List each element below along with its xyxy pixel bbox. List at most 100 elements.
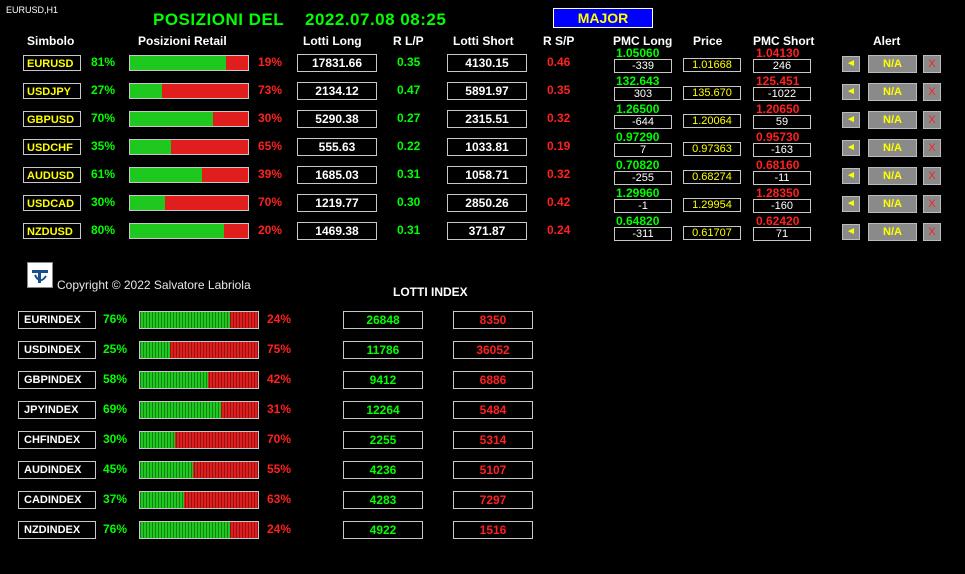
index-symbol-label[interactable]: AUDINDEX [18, 461, 96, 479]
alert-value-button[interactable]: N/A [868, 195, 917, 213]
index-position-bar [139, 401, 259, 419]
pair-row: GBPUSD 70% 30% 5290.38 0.27 2315.51 0.32… [0, 102, 965, 135]
short-bar-fill [221, 402, 258, 418]
symbol-label[interactable]: GBPUSD [23, 111, 81, 127]
alert-value-button[interactable]: N/A [868, 83, 917, 101]
x-icon[interactable]: X [923, 223, 941, 241]
index-symbol-label[interactable]: EURINDEX [18, 311, 96, 329]
x-icon[interactable]: X [923, 195, 941, 213]
short-bar-fill [224, 224, 248, 238]
short-bar-fill [171, 140, 248, 154]
pmc-short-value: 0.95730 [756, 130, 800, 144]
pmc-short-value: 0.62420 [756, 214, 800, 228]
index-lotti-short: 5107 [453, 461, 533, 479]
lotti-short-value: 4130.15 [447, 54, 527, 72]
short-percent: 19% [258, 55, 283, 69]
megaphone-icon[interactable]: ◄ [842, 224, 860, 240]
r-lp-value: 0.31 [397, 223, 421, 237]
index-row: JPYINDEX 69% 31% 12264 5484 [0, 401, 965, 427]
r-sp-value: 0.46 [547, 55, 571, 69]
bar-stripes [140, 372, 258, 388]
bar-stripes [140, 342, 258, 358]
symbol-label[interactable]: USDJPY [23, 83, 81, 99]
retail-position-bar [129, 167, 249, 183]
index-symbol-label[interactable]: CADINDEX [18, 491, 96, 509]
r-lp-value: 0.35 [397, 55, 421, 69]
lotti-index-title: LOTTI INDEX [393, 285, 468, 299]
long-bar-fill [140, 432, 176, 448]
index-symbol-label[interactable]: JPYINDEX [18, 401, 96, 419]
alert-value-button[interactable]: N/A [868, 111, 917, 129]
bar-stripes [140, 462, 258, 478]
megaphone-icon[interactable]: ◄ [842, 56, 860, 72]
pmc-short-pips: -163 [753, 143, 811, 157]
megaphone-icon[interactable]: ◄ [842, 196, 860, 212]
retail-position-bar [129, 195, 249, 211]
price-value: 1.20064 [683, 114, 741, 128]
long-bar-fill [130, 140, 172, 154]
symbol-label[interactable]: USDCHF [23, 139, 81, 155]
pmc-short-value: 125.451 [756, 74, 800, 88]
header-pmc-long: PMC Long [613, 34, 673, 48]
pmc-long-pips: 303 [614, 87, 672, 101]
pmc-long-value: 0.64820 [616, 214, 660, 228]
index-lotti-long: 26848 [343, 311, 423, 329]
header-price: Price [693, 34, 723, 48]
pmc-short-value: 0.68160 [756, 158, 800, 172]
pmc-short-pips: -160 [753, 199, 811, 213]
symbol-label[interactable]: USDCAD [23, 195, 81, 211]
alert-value-button[interactable]: N/A [868, 167, 917, 185]
megaphone-icon[interactable]: ◄ [842, 84, 860, 100]
megaphone-icon[interactable]: ◄ [842, 112, 860, 128]
lotti-short-value: 371.87 [447, 222, 527, 240]
index-symbol-label[interactable]: NZDINDEX [18, 521, 96, 539]
index-short-percent: 24% [267, 522, 292, 536]
index-symbol-label[interactable]: USDINDEX [18, 341, 96, 359]
pair-row: USDCHF 35% 65% 555.63 0.22 1033.81 0.19 … [0, 130, 965, 163]
short-bar-fill [165, 196, 248, 210]
long-percent: 35% [91, 139, 116, 153]
x-icon[interactable]: X [923, 83, 941, 101]
symbol-label[interactable]: NZDUSD [23, 223, 81, 239]
index-long-percent: 58% [103, 372, 128, 386]
index-position-bar [139, 491, 259, 509]
pmc-short-pips: 246 [753, 59, 811, 73]
long-bar-fill [130, 56, 226, 70]
alert-value-button[interactable]: N/A [868, 223, 917, 241]
symbol-label[interactable]: AUDUSD [23, 167, 81, 183]
title-datetime: 2022.07.08 08:25 [305, 10, 447, 29]
r-lp-value: 0.30 [397, 195, 421, 209]
index-long-percent: 30% [103, 432, 128, 446]
long-bar-fill [130, 112, 213, 126]
x-icon[interactable]: X [923, 167, 941, 185]
index-lotti-short: 5484 [453, 401, 533, 419]
retail-position-bar [129, 111, 249, 127]
megaphone-icon[interactable]: ◄ [842, 168, 860, 184]
major-button[interactable]: MAJOR [553, 8, 653, 28]
index-symbol-label[interactable]: CHFINDEX [18, 431, 96, 449]
index-long-percent: 45% [103, 462, 128, 476]
x-icon[interactable]: X [923, 55, 941, 73]
lotti-short-value: 2850.26 [447, 194, 527, 212]
index-position-bar [139, 521, 259, 539]
index-row: USDINDEX 25% 75% 11786 36052 [0, 341, 965, 367]
bar-stripes [140, 312, 258, 328]
header-pmc-short: PMC Short [753, 34, 815, 48]
x-icon[interactable]: X [923, 111, 941, 129]
index-lotti-short: 5314 [453, 431, 533, 449]
long-bar-fill [140, 402, 222, 418]
index-lotti-short: 36052 [453, 341, 533, 359]
index-short-percent: 42% [267, 372, 292, 386]
megaphone-icon[interactable]: ◄ [842, 140, 860, 156]
index-row: NZDINDEX 76% 24% 4922 1516 [0, 521, 965, 547]
x-icon[interactable]: X [923, 139, 941, 157]
index-row: AUDINDEX 45% 55% 4236 5107 [0, 461, 965, 487]
index-symbol-label[interactable]: GBPINDEX [18, 371, 96, 389]
bar-stripes [140, 492, 258, 508]
alert-value-button[interactable]: N/A [868, 55, 917, 73]
index-position-bar [139, 461, 259, 479]
retail-position-bar [129, 223, 249, 239]
symbol-label[interactable]: EURUSD [23, 55, 81, 71]
alert-value-button[interactable]: N/A [868, 139, 917, 157]
r-sp-value: 0.24 [547, 223, 571, 237]
